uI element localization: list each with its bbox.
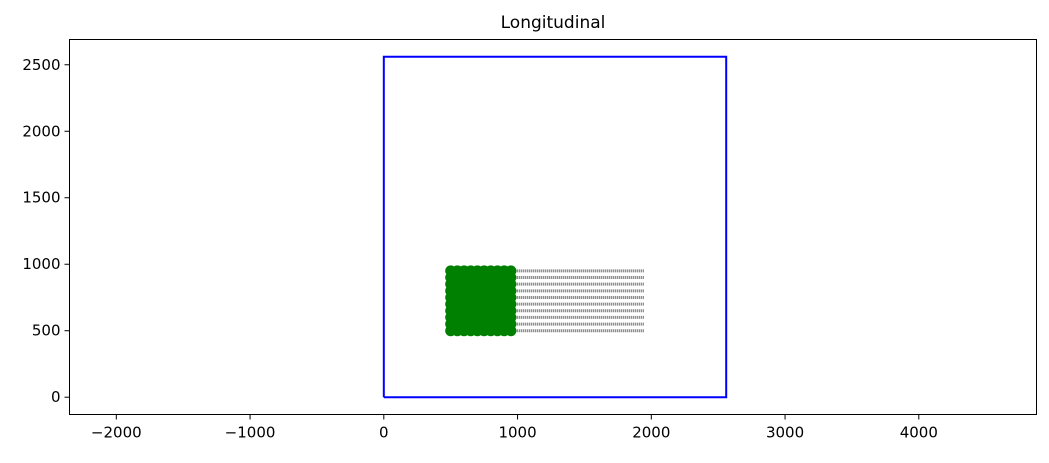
y-tick-label: 500: [32, 322, 61, 340]
y-tick-label: 2500: [22, 56, 60, 74]
x-tick-label: −2000: [91, 424, 142, 442]
x-tick-label: 1000: [498, 424, 536, 442]
x-tick-label: 3000: [766, 424, 804, 442]
y-tick-label: 1000: [22, 255, 60, 273]
y-tick-label: 0: [51, 388, 61, 406]
chart-title: Longitudinal: [501, 13, 606, 33]
y-tick-label: 1500: [22, 189, 60, 207]
data-point: [505, 265, 517, 277]
axis-ticks: −2000 −1000 0 1000 2000 3000 4000 0 500 1000 1500 2…: [22, 56, 938, 442]
x-tick-label: 0: [379, 424, 389, 442]
y-tick-label: 2000: [22, 122, 60, 140]
x-tick-label: 4000: [900, 424, 938, 442]
x-tick-label: 2000: [632, 424, 670, 442]
axes-frame: [69, 39, 1037, 415]
x-tick-label: −1000: [225, 424, 276, 442]
boundary-line: [382, 55, 728, 399]
plot-area: [382, 55, 728, 399]
